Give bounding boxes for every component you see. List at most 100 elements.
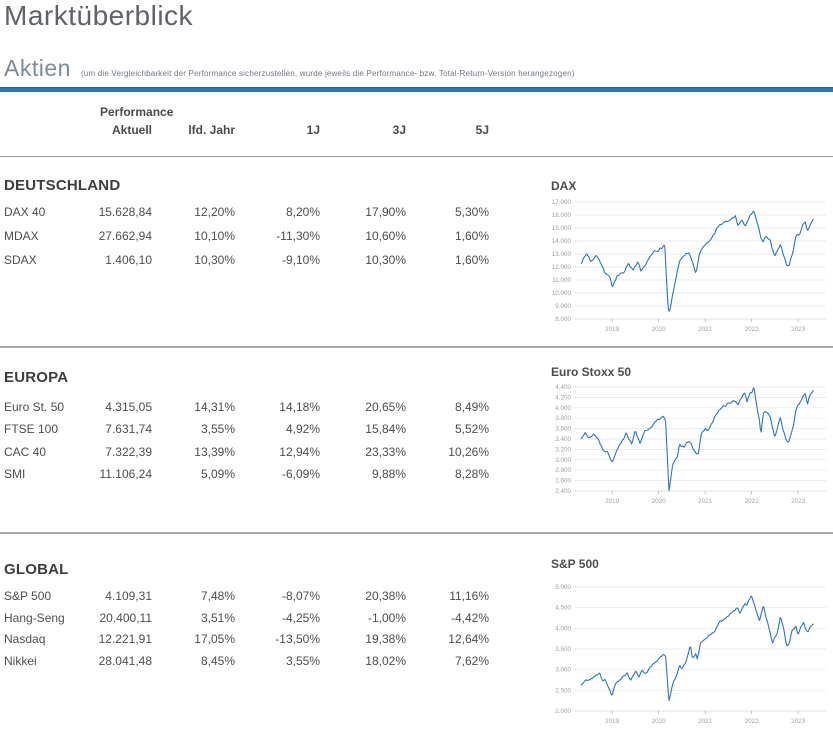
row-value: 3,55%: [200, 422, 235, 437]
svg-text:2023: 2023: [791, 326, 806, 333]
row-value: 14,31%: [194, 400, 235, 414]
row-value: 17,05%: [194, 632, 235, 647]
svg-text:4.500: 4.500: [555, 605, 571, 612]
svg-text:9.000: 9.000: [555, 303, 571, 310]
svg-text:2.400: 2.400: [555, 488, 571, 495]
row-value: 12,20%: [194, 205, 235, 219]
column-header: 3J: [392, 123, 406, 137]
separator-line: [0, 156, 833, 157]
row-value: 8,28%: [454, 467, 489, 482]
table-row: S&P 500 4.109,31 7,48% -8,07% 20,38% 11,16%: [4, 589, 489, 611]
row-value: 15.628,84: [98, 205, 152, 219]
svg-text:2021: 2021: [698, 326, 713, 333]
table-row: SMI 11.106,24 5,09% -6,09% 9,88% 8,28%: [4, 467, 489, 489]
svg-text:3.500: 3.500: [555, 646, 571, 653]
row-value: 8,45%: [200, 654, 235, 669]
row-value: -4,25%: [281, 610, 320, 625]
svg-text:2019: 2019: [605, 718, 620, 725]
chart-title-sp500: S&P 500: [551, 557, 599, 571]
svg-text:2021: 2021: [698, 498, 713, 505]
svg-text:2.500: 2.500: [555, 687, 571, 694]
row-value: 13,39%: [194, 444, 235, 459]
svg-text:4.200: 4.200: [555, 394, 571, 401]
row-value: 5,30%: [454, 205, 489, 219]
section-rows-europa: Euro St. 50 4.315,05 14,31% 14,18% 20,65% 8,4…: [4, 400, 489, 490]
svg-text:2022: 2022: [745, 498, 760, 505]
svg-text:2019: 2019: [605, 498, 620, 505]
row-value: 17,90%: [365, 205, 406, 219]
section-rows-deutschland: DAX 40 15.628,84 12,20% 8,20% 17,90% 5,30% MDA…: [4, 205, 489, 277]
row-value: 11.106,24: [99, 467, 153, 482]
row-value: 10,10%: [194, 229, 235, 243]
row-value: 20,38%: [365, 589, 406, 603]
row-value: 20,65%: [365, 400, 406, 414]
svg-text:4.400: 4.400: [555, 384, 571, 391]
row-value: 9,88%: [371, 467, 406, 482]
row-value: 11,16%: [449, 589, 489, 603]
table-row: Nikkei 28.041,48 8,45% 3,55% 18,02% 7,62%: [4, 654, 489, 676]
svg-text:2.600: 2.600: [555, 478, 571, 485]
sp500-line-chart: 5.000 4.500 4.000 3.500 3.000 2.500 2.000 2019 2…: [545, 580, 830, 739]
svg-text:3.000: 3.000: [555, 667, 571, 674]
page-title: Marktüberblick: [4, 0, 194, 31]
section-rows-global: S&P 500 4.109,31 7,48% -8,07% 20,38% 11,16% Ha…: [4, 589, 489, 676]
column-header: lfd. Jahr: [188, 123, 235, 137]
row-value: 12,94%: [279, 444, 320, 459]
performance-group-label: Performance: [100, 105, 174, 119]
row-label: SMI: [4, 467, 26, 482]
svg-text:2.800: 2.800: [555, 467, 571, 474]
svg-text:3.200: 3.200: [555, 446, 571, 453]
row-label: Nikkei: [4, 654, 37, 669]
row-value: 7.631,74: [105, 422, 152, 437]
svg-text:8.000: 8.000: [555, 316, 571, 323]
separator-line: [0, 532, 833, 534]
svg-text:2020: 2020: [652, 326, 667, 333]
svg-text:5.000: 5.000: [555, 584, 571, 591]
row-value: 18,02%: [365, 654, 406, 669]
dax-line-chart: 17.000 16.000 15.000 14.000 13.000 12.000 11.0…: [545, 195, 830, 347]
separator-line: [0, 346, 833, 348]
row-value: -4,42%: [450, 610, 489, 625]
eurostoxx-line-chart: 4.400 4.200 4.000 3.800 3.600 3.400 3.200 3.000…: [545, 380, 830, 519]
row-value: 10,30%: [194, 253, 235, 267]
row-label: MDAX: [4, 229, 39, 243]
svg-text:11.000: 11.000: [552, 277, 571, 284]
row-value: 27.662,94: [98, 229, 152, 243]
table-row: SDAX 1.406,10 10,30% -9,10% 10,30% 1,60%: [4, 253, 489, 277]
row-label: S&P 500: [4, 589, 52, 603]
svg-text:2021: 2021: [698, 718, 713, 725]
row-value: -1,00%: [367, 610, 406, 625]
blue-divider: [0, 87, 833, 92]
subtitle-row: Aktien (um die Vergleichbarkeit der Perf…: [4, 55, 824, 82]
row-value: 12,64%: [448, 632, 489, 647]
svg-text:2020: 2020: [652, 498, 667, 505]
svg-text:13.000: 13.000: [552, 251, 572, 258]
row-label: FTSE 100: [4, 422, 59, 437]
row-label: Euro St. 50: [4, 400, 65, 414]
row-value: 7,62%: [454, 654, 489, 669]
row-value: 14,18%: [279, 400, 320, 414]
row-value: 7.322,39: [105, 444, 152, 459]
svg-text:3.400: 3.400: [555, 436, 571, 443]
svg-text:4.000: 4.000: [555, 405, 571, 412]
row-value: 1,60%: [454, 229, 489, 243]
svg-text:3.800: 3.800: [555, 415, 571, 422]
row-label: SDAX: [4, 253, 37, 267]
row-value: 19,38%: [365, 632, 406, 647]
row-value: 23,33%: [365, 444, 406, 459]
row-value: 7,48%: [200, 589, 235, 603]
chart-title-eurostoxx: Euro Stoxx 50: [551, 365, 632, 379]
table-row: Euro St. 50 4.315,05 14,31% 14,18% 20,65% 8,4…: [4, 400, 489, 422]
svg-text:17.000: 17.000: [552, 199, 572, 206]
row-label: DAX 40: [4, 205, 46, 219]
section-title-deutschland: DEUTSCHLAND: [4, 177, 121, 194]
row-value: 15,84%: [365, 422, 406, 437]
row-value: -13,50%: [275, 632, 320, 647]
svg-text:2023: 2023: [791, 718, 806, 725]
row-value: 28.041,48: [98, 654, 152, 669]
chart-title-dax: DAX: [551, 179, 577, 193]
svg-text:2019: 2019: [605, 326, 620, 333]
row-value: 4.109,31: [105, 589, 152, 603]
svg-text:2020: 2020: [652, 718, 667, 725]
svg-text:3.000: 3.000: [555, 457, 571, 464]
